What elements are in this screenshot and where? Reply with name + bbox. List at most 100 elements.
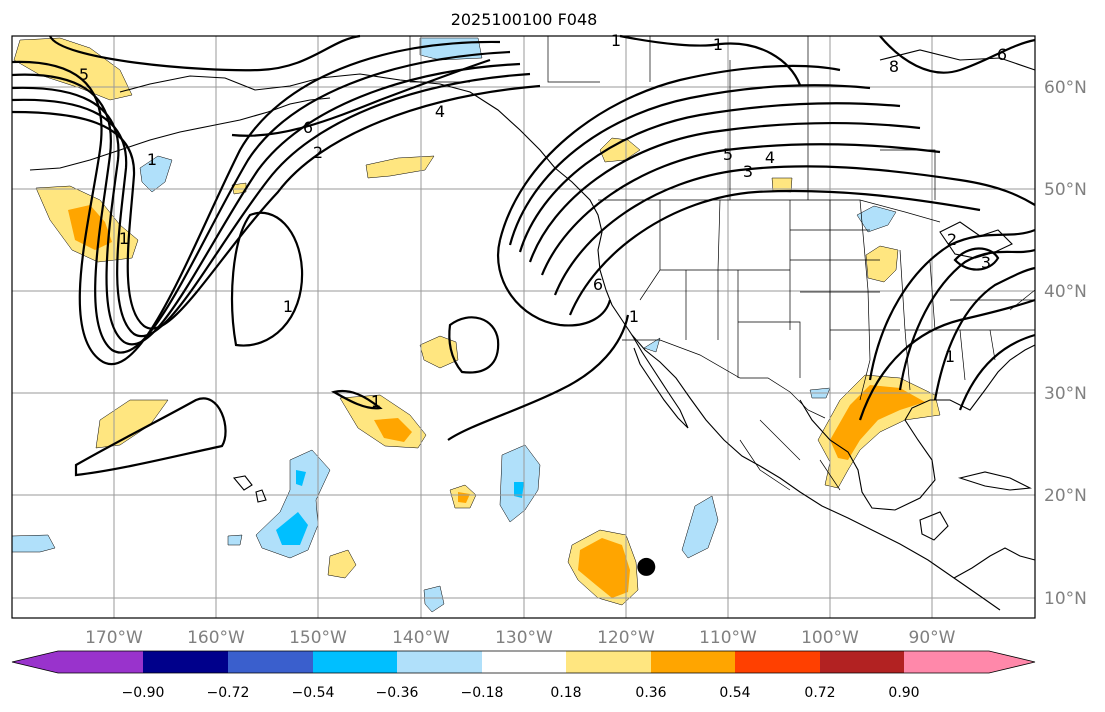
contour-label: 8 [889,57,899,76]
negative-anomaly-area [11,534,56,553]
contour-label: 1 [713,35,723,54]
negative-anomaly-area [255,449,331,559]
positive-anomaly-area [13,37,133,101]
contour-label: 4 [435,102,445,121]
contour-labels: 5 6 2 4 1 1 5 4 3 6 1 1 1 2 3 1 6 1 1 8 [79,31,1007,411]
alaska-coast [119,73,556,169]
contour-label: 6 [593,275,603,294]
positive-anomaly-core [830,385,925,460]
lat-label-50n: 50°N [1044,180,1087,200]
positive-anomaly-area [419,335,459,369]
contour-line [528,121,921,263]
us-state-lines-east [899,249,1036,391]
alaska-peninsula [267,97,331,113]
contour-label: 1 [371,392,381,411]
contour-line [11,72,531,338]
contour-line [331,389,383,410]
contour-line [230,211,304,347]
contour-label: 3 [981,253,991,272]
contour-line [540,143,941,276]
lat-label-60n: 60°N [1044,78,1087,98]
colorbar-segment [228,651,313,673]
positive-anomaly-area [327,549,357,579]
lon-label-130w: 130°W [495,628,553,648]
colorbar-tick-label: −0.36 [376,685,419,701]
contour-label: 2 [313,143,323,162]
colorbar-tick-label: −0.90 [122,685,165,701]
alaska-canada-border [409,36,470,83]
contour-label: 1 [283,297,293,316]
colorbar-tick-label: 0.90 [888,685,919,701]
coastlines [29,49,1036,611]
height-contours [11,34,1036,477]
contour-label: 6 [303,118,313,137]
cuba [957,471,1032,491]
contour-line [11,84,541,330]
baja-california [631,334,689,429]
us-state-lines-central [790,199,900,401]
colorbar-segment [397,651,482,673]
positive-anomaly-core [578,538,630,598]
gulf-of-mexico-coast [799,344,1036,511]
lon-label-150w: 150°W [289,628,347,648]
hawaii-islands [232,475,267,503]
lat-label-40n: 40°N [1044,282,1087,302]
contour-label: 2 [947,230,957,249]
lat-label-20n: 20°N [1044,486,1087,506]
contour-label: 3 [743,162,753,181]
positive-anomaly-area [865,245,899,283]
contour-label: 4 [765,148,775,167]
colorbar-segment [313,651,397,673]
map-frame [11,35,1036,619]
contour-label: 1 [611,31,621,50]
colorbar-segment [651,651,735,673]
contour-line [553,165,1036,296]
north-america-west-coast [554,167,1001,611]
positive-anomaly-core [374,418,412,442]
contour-label: 1 [119,229,129,248]
colorbar-tick-label: 0.72 [804,685,835,701]
longitude-labels: 170°W 160°W 150°W 140°W 130°W 120°W 110°… [85,628,956,648]
contour-label: 1 [629,307,639,326]
us-mexico-border [622,339,826,419]
contour-line [11,50,511,354]
colorbar-segment [566,651,651,673]
contour-line [508,84,871,246]
lon-label-120w: 120°W [597,628,655,648]
positive-anomaly-core [68,205,112,250]
chart-title: 2025100100 F048 [451,10,598,29]
colorbar-tick-label: 0.18 [550,685,581,701]
contour-label: 6 [997,45,1007,64]
us-state-lines-west [639,199,801,378]
great-lakes [939,221,1013,259]
lon-label-90w: 90°W [909,628,956,648]
contour-line [448,316,500,374]
negative-anomaly-area [643,337,661,353]
lon-label-170w: 170°W [85,628,143,648]
negative-anomaly-area [423,585,445,613]
negative-anomaly-core [296,470,306,486]
negative-anomaly-area [856,205,897,233]
colorbar-segment [143,651,228,673]
colorbar-outline [11,650,1036,674]
mexico-states [739,419,841,491]
contour-line [953,247,1000,271]
colorbar-segment [735,651,820,673]
latitude-labels: 60°N 50°N 40°N 30°N 20°N 10°N [1044,78,1087,609]
contour-line [497,239,612,327]
positive-anomaly-area [599,137,641,163]
negative-anomaly-area [227,534,243,546]
colorbar: −0.90 −0.72 −0.54 −0.36 −0.18 0.18 0.36 … [11,650,1036,701]
colorbar-segment [482,651,566,673]
colorbar-tick-label: −0.54 [292,685,335,701]
lon-label-160w: 160°W [187,628,245,648]
negative-anomaly-core [276,512,308,545]
contour-line [48,34,361,72]
contour-line [868,228,1036,381]
negative-anomaly-area [681,495,719,559]
contour-label: 5 [723,145,733,164]
lon-label-110w: 110°W [699,628,757,648]
lat-label-30n: 30°N [1044,384,1087,404]
contour-line [498,64,841,241]
